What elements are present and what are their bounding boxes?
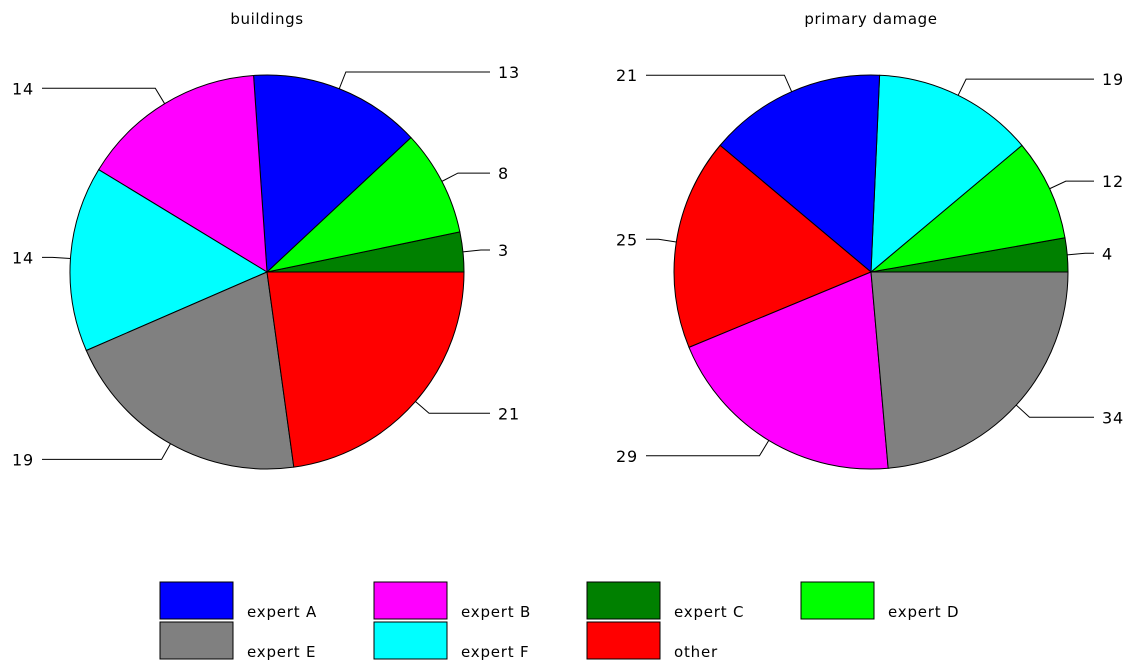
legend-item-expert-f: expert F [373,621,529,661]
slice-value-label-expert-c: 3 [498,241,509,260]
leader-line-expert-e [42,443,171,460]
pie-slice-expert-f [69,169,268,351]
slice-value-label-expert-c: 4 [1102,244,1113,263]
legend-label: expert B [461,603,531,621]
leader-line-other [415,401,490,414]
legend-item-expert-c: expert C [586,581,744,621]
slice-value-label-other: 25 [616,230,638,249]
legend-swatch [586,621,661,660]
legend-label: expert C [674,603,744,621]
pie-chart-primary-damage: primary damage 4 12 19 21 25 29 34 [616,10,1124,470]
leader-line-expert-b [42,87,166,104]
pie-slice-other [673,144,872,348]
slice-value-label-expert-d: 8 [498,164,509,183]
legend-swatch [586,581,661,620]
leader-line-expert-b [646,440,770,457]
slice-value-label-expert-f: 19 [1102,70,1124,89]
legend-swatch [800,581,875,620]
slice-value-label-expert-b: 29 [616,447,638,466]
legend-item-expert-d: expert D [800,581,959,621]
pie-slice-expert-a [253,74,412,273]
pie-slice-expert-e [870,271,1069,469]
leader-line-expert-a [338,71,490,89]
leader-line-expert-a [646,74,793,92]
chart-title-buildings: buildings [230,10,303,28]
legend-item-expert-b: expert B [373,581,531,621]
legend-label: expert A [247,603,317,621]
slice-value-label-expert-a: 21 [616,66,638,85]
leader-line-expert-c [1067,252,1094,256]
legend-label: expert F [461,643,529,661]
slice-value-label-expert-f: 14 [12,248,34,267]
leader-line-expert-c [462,249,490,253]
slice-value-label-expert-a: 13 [498,63,520,82]
legend-swatch [159,621,234,660]
pie-slice-expert-a [719,74,881,273]
legend-item-expert-a: expert A [159,581,317,621]
leader-line-expert-d [1049,180,1094,190]
legend-swatch [373,621,448,660]
legend-label: other [674,643,718,661]
leader-line-expert-d [441,172,490,182]
leader-line-expert-f [42,256,71,260]
pie-slice-expert-b [98,74,268,273]
chart-title-primary-damage: primary damage [804,10,937,28]
leader-line-expert-f [957,78,1094,96]
legend-item-other: other [586,621,718,661]
slice-value-label-expert-e: 34 [1102,408,1124,427]
pie-slice-expert-d [870,144,1066,273]
legend-label: expert E [247,643,316,661]
slice-value-label-expert-d: 12 [1102,172,1124,191]
pie-chart-buildings: buildings 3 8 13 14 14 19 21 [12,10,520,470]
legend-swatch [373,581,448,620]
slice-value-label-other: 21 [498,404,520,423]
legend-swatch [159,581,234,620]
leader-line-expert-e [1015,404,1094,418]
pie-slice-other [266,271,465,468]
pie-slice-expert-b [688,271,889,470]
legend: expert A expert B expert C expert D expert E… [159,581,959,661]
slice-value-label-expert-e: 19 [12,450,34,469]
legend-label: expert D [888,603,959,621]
slice-value-label-expert-b: 14 [12,79,34,98]
legend-item-expert-e: expert E [159,621,316,661]
leader-line-other [646,238,677,243]
